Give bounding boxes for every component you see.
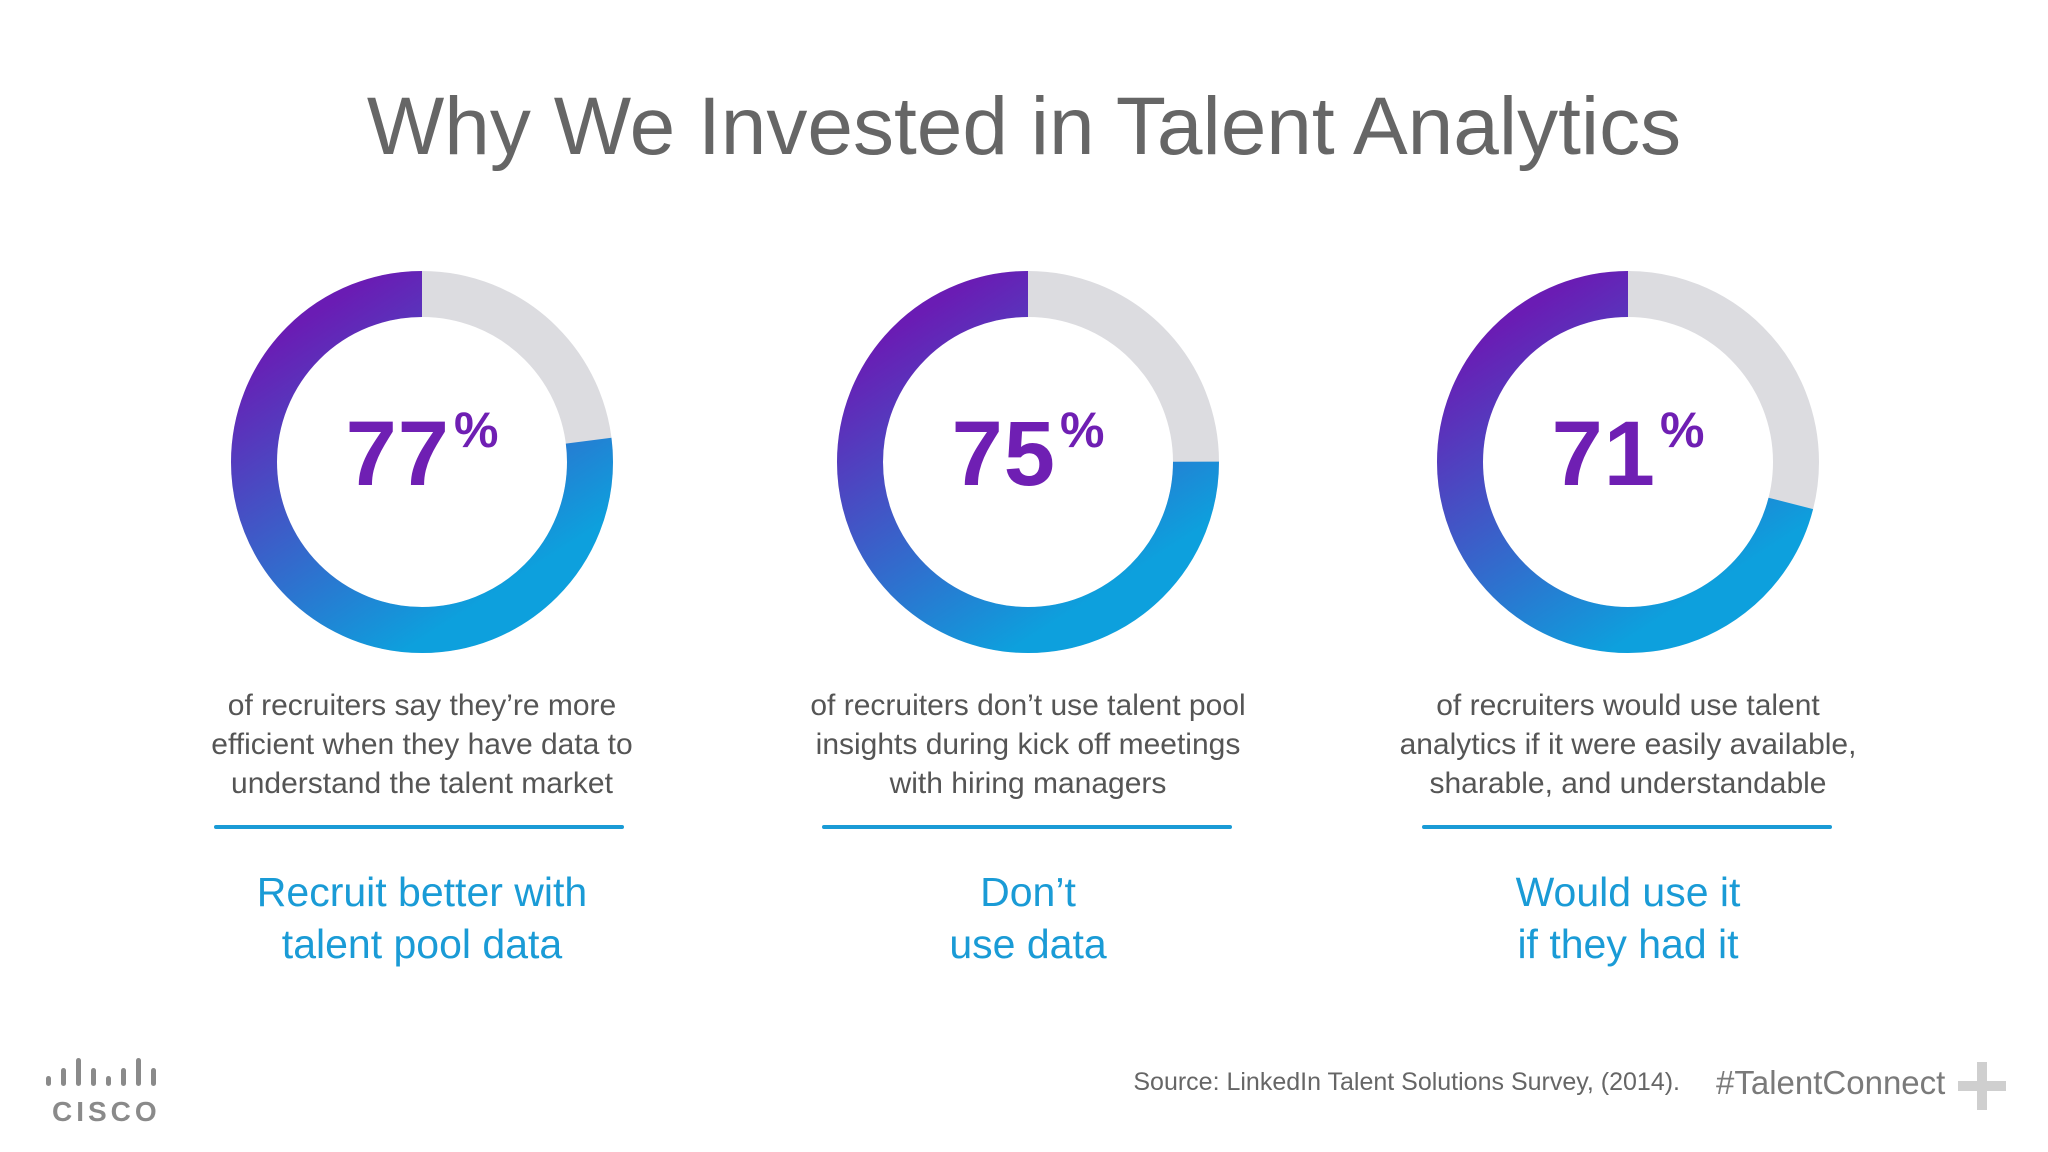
description-line: efficient when they have data to xyxy=(211,728,633,761)
description-line: with hiring managers xyxy=(889,767,1167,800)
percent-label-1: 77% xyxy=(122,405,722,500)
cisco-logo-icon xyxy=(46,1058,156,1086)
cisco-wordmark: CISCO xyxy=(52,1096,161,1127)
tagline-1: Recruit better with talent pool data xyxy=(142,866,702,970)
divider-line xyxy=(822,825,1232,829)
percent-symbol: % xyxy=(453,402,499,458)
percent-value: 71 xyxy=(1551,403,1656,505)
tagline-line: Recruit better with xyxy=(256,869,588,915)
divider-line xyxy=(214,825,624,829)
description-3: of recruiters would use talent analytics… xyxy=(1358,686,1898,803)
percent-label-3: 71% xyxy=(1328,405,1928,500)
description-line: insights during kick off meetings xyxy=(815,728,1241,761)
donut-chart-1 xyxy=(230,270,614,654)
description-line: analytics if it were easily available, xyxy=(1399,728,1857,761)
percent-value: 75 xyxy=(951,403,1056,505)
description-line: of recruiters don’t use talent pool xyxy=(810,689,1246,722)
percent-symbol: % xyxy=(1659,402,1705,458)
tagline-line: Don’t xyxy=(980,869,1076,915)
donut-value-arc xyxy=(837,271,1219,653)
description-line: of recruiters say they’re more xyxy=(227,689,617,722)
description-line: sharable, and understandable xyxy=(1429,767,1827,800)
donut-value-arc xyxy=(1437,271,1819,653)
tagline-3: Would use it if they had it xyxy=(1348,866,1908,970)
plus-icon xyxy=(1958,1062,2006,1110)
stat-panel-3: 71% of recruiters would use talent analy… xyxy=(1328,0,1928,1152)
tagline-line: talent pool data xyxy=(281,921,563,967)
tagline-line: use data xyxy=(949,921,1107,967)
tagline-line: if they had it xyxy=(1517,921,1739,967)
description-line: of recruiters would use talent xyxy=(1436,689,1820,722)
description-line: understand the talent market xyxy=(231,767,613,800)
description-2: of recruiters don’t use talent pool insi… xyxy=(758,686,1298,803)
percent-symbol: % xyxy=(1059,402,1105,458)
page-title: Why We Invested in Talent Analytics xyxy=(366,81,1682,172)
donut-chart-3 xyxy=(1436,270,1820,654)
description-1: of recruiters say they’re more efficient… xyxy=(152,686,692,803)
hashtag: #TalentConnect xyxy=(1716,1064,1946,1101)
percent-label-2: 75% xyxy=(728,405,1328,500)
donut-value-arc xyxy=(231,271,613,653)
tagline-2: Don’t use data xyxy=(748,866,1308,970)
tagline-line: Would use it xyxy=(1515,869,1741,915)
donut-chart-2 xyxy=(836,270,1220,654)
stat-panel-2: 75% of recruiters don’t use talent pool … xyxy=(728,0,1328,1152)
source-citation: Source: LinkedIn Talent Solutions Survey… xyxy=(1133,1068,1680,1096)
divider-line xyxy=(1422,825,1832,829)
stat-panel-1: 77% of recruiters say they’re more effic… xyxy=(122,0,722,1152)
percent-value: 77 xyxy=(345,403,450,505)
